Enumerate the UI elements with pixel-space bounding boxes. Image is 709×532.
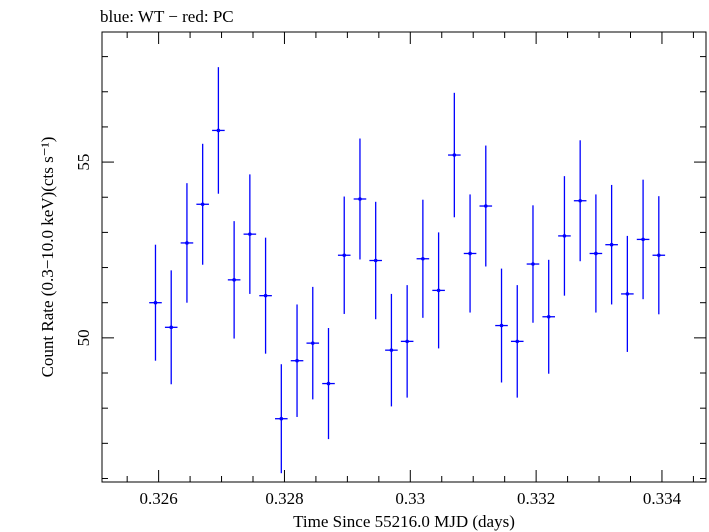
data-point [243, 174, 257, 294]
point-marker [200, 202, 205, 207]
data-point [290, 304, 304, 417]
point-marker [499, 323, 504, 328]
data-point [605, 184, 618, 305]
point-marker [468, 251, 472, 256]
data-point [212, 67, 225, 194]
data-point [636, 179, 650, 300]
point-marker [358, 197, 362, 201]
data-point [573, 140, 587, 262]
data-point [589, 194, 603, 313]
point-marker [421, 256, 425, 261]
point-marker [169, 325, 174, 330]
point-marker [373, 258, 378, 263]
data-point [463, 194, 477, 313]
data-point [432, 232, 445, 349]
point-marker [248, 232, 252, 236]
data-point [353, 138, 367, 260]
x-tick-label: 0.33 [395, 489, 425, 508]
point-marker [641, 237, 645, 242]
data-point [385, 293, 398, 407]
data-point [526, 205, 540, 323]
data-point [479, 145, 493, 267]
point-marker [625, 292, 630, 296]
data-point [400, 285, 414, 398]
data-point [227, 221, 241, 339]
point-marker [389, 348, 394, 352]
point-marker [609, 242, 614, 247]
data-point [259, 237, 272, 354]
point-marker [263, 293, 268, 298]
data-point [275, 364, 288, 474]
point-marker [452, 153, 457, 157]
data-point [180, 183, 194, 303]
x-tick-label: 0.328 [265, 489, 303, 508]
data-point [510, 285, 524, 398]
data-point [196, 143, 209, 265]
point-marker [342, 253, 347, 258]
point-marker [185, 241, 189, 245]
point-marker [483, 204, 488, 208]
x-tick-label: 0.332 [517, 489, 555, 508]
x-axis-label: Time Since 55216.0 MJD (days) [293, 512, 515, 531]
data-point [652, 196, 666, 315]
y-tick-label: 55 [74, 154, 93, 171]
data-point [558, 176, 571, 296]
y-tick-label: 50 [74, 329, 93, 346]
point-marker [657, 253, 661, 258]
chart-title: blue: WT − red: PC [100, 7, 234, 26]
point-marker [578, 198, 582, 203]
point-marker [405, 339, 409, 344]
point-marker [326, 381, 331, 386]
point-marker [562, 234, 567, 238]
y-axis-label: Count Rate (0.3−10.0 keV)(cts s⁻¹) [38, 137, 57, 378]
data-point [164, 270, 178, 385]
data-point [495, 268, 508, 383]
x-tick-label: 0.334 [643, 489, 682, 508]
point-marker [546, 314, 551, 319]
data-point [621, 235, 634, 352]
axis-ticks [102, 32, 706, 482]
plot-frame [101, 31, 707, 483]
data-point [337, 196, 351, 314]
data-point [306, 286, 320, 400]
point-marker [279, 416, 284, 421]
point-marker [216, 128, 221, 133]
point-marker [232, 278, 236, 282]
point-marker [594, 251, 598, 256]
axis-tick-labels: 0.326 0.328 0.33 0.332 0.334 50 55 [74, 154, 682, 508]
data-point [416, 199, 430, 318]
data-points [149, 67, 666, 474]
data-point [149, 244, 162, 361]
data-point [448, 92, 461, 218]
point-marker [310, 341, 315, 345]
data-point [369, 201, 382, 320]
point-marker [153, 300, 158, 305]
data-point [322, 328, 335, 440]
point-marker [295, 358, 299, 363]
data-point [542, 259, 555, 374]
x-tick-label: 0.326 [140, 489, 178, 508]
point-marker [515, 339, 520, 344]
point-marker [436, 288, 441, 293]
point-marker [531, 262, 535, 266]
